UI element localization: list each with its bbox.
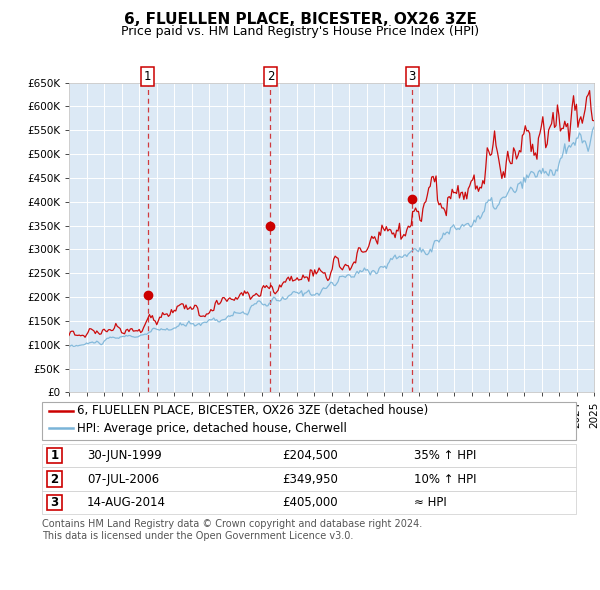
Text: £349,950: £349,950 — [282, 473, 338, 486]
Text: 30-JUN-1999: 30-JUN-1999 — [87, 449, 162, 462]
Text: 6, FLUELLEN PLACE, BICESTER, OX26 3ZE (detached house): 6, FLUELLEN PLACE, BICESTER, OX26 3ZE (d… — [77, 404, 428, 417]
Text: 10% ↑ HPI: 10% ↑ HPI — [414, 473, 476, 486]
Text: £204,500: £204,500 — [282, 449, 338, 462]
Text: 1: 1 — [144, 70, 151, 83]
Text: HPI: Average price, detached house, Cherwell: HPI: Average price, detached house, Cher… — [77, 422, 347, 435]
Text: 3: 3 — [409, 70, 416, 83]
Text: Contains HM Land Registry data © Crown copyright and database right 2024.: Contains HM Land Registry data © Crown c… — [42, 519, 422, 529]
Text: 2: 2 — [50, 473, 58, 486]
Text: 3: 3 — [50, 496, 58, 509]
Text: This data is licensed under the Open Government Licence v3.0.: This data is licensed under the Open Gov… — [42, 531, 353, 541]
Text: £405,000: £405,000 — [282, 496, 338, 509]
Text: 6, FLUELLEN PLACE, BICESTER, OX26 3ZE: 6, FLUELLEN PLACE, BICESTER, OX26 3ZE — [124, 12, 476, 27]
Text: Price paid vs. HM Land Registry's House Price Index (HPI): Price paid vs. HM Land Registry's House … — [121, 25, 479, 38]
Text: 07-JUL-2006: 07-JUL-2006 — [87, 473, 159, 486]
Text: 35% ↑ HPI: 35% ↑ HPI — [414, 449, 476, 462]
Text: ≈ HPI: ≈ HPI — [414, 496, 447, 509]
Text: 14-AUG-2014: 14-AUG-2014 — [87, 496, 166, 509]
Text: 1: 1 — [50, 449, 58, 462]
Text: 2: 2 — [266, 70, 274, 83]
